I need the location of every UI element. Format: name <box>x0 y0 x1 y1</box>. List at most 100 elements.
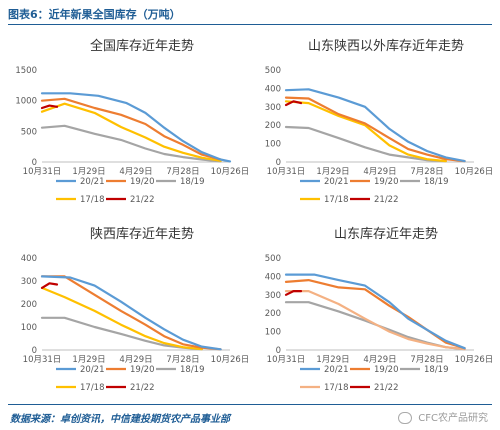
chart-outside-sd-sx-inventory: 山东陕西以外库存近年走势 0 100 200 300 400 500 10月31日 1月29日 4… <box>265 38 494 205</box>
chart-title: 山东陕西以外库存近年走势 <box>308 38 464 54</box>
x-tick-label: 7月28日 <box>410 355 443 365</box>
y-tick-label: 100 <box>21 323 37 333</box>
series-line-17-18 <box>40 286 203 351</box>
chart-panel-outside: 山东陕西以外库存近年走势 0 100 200 300 400 500 10月31日 1月29日 4… <box>252 26 494 231</box>
legend-label: 20/21 <box>324 365 349 375</box>
series-line-18-19 <box>284 125 447 163</box>
legend-label: 18/19 <box>424 177 449 187</box>
legend-label: 17/18 <box>80 383 105 393</box>
figure-header: 图表6：近年新果全国库存（万吨） <box>8 4 492 25</box>
chart-panel-shaanxi: 陕西库存近年走势 0 100 200 300 400 10月31日 1月29日 4月29日 7月2… <box>8 214 250 419</box>
x-tick-label: 10月26日 <box>211 355 250 365</box>
y-tick-label: 100 <box>265 140 281 150</box>
legend-label: 19/20 <box>374 365 399 375</box>
legend-label: 17/18 <box>324 383 349 393</box>
y-tick-label: 400 <box>21 254 37 264</box>
legend-label: 20/21 <box>80 365 105 375</box>
x-tick-label: 7月28日 <box>166 167 199 177</box>
y-tick-label: 200 <box>265 121 281 131</box>
series-line-21-22 <box>284 100 303 107</box>
series-line-20-21 <box>284 88 466 163</box>
chart-panel-national: 全国库存近年走势 0 500 1000 1500 10月31日 1月29日 4月29日 7月28… <box>8 26 250 231</box>
y-tick-label: 200 <box>21 300 37 310</box>
series-line-18-19 <box>40 124 222 163</box>
series-line-19-20 <box>40 97 222 161</box>
series-line-18-19 <box>40 316 203 351</box>
x-tick-label: 7月28日 <box>166 355 199 365</box>
y-tick-label: 100 <box>265 328 281 338</box>
x-tick-label: 4月29日 <box>119 167 152 177</box>
x-tick-label: 4月29日 <box>363 167 396 177</box>
y-tick-label: 0 <box>276 346 281 356</box>
legend-label: 21/22 <box>130 383 155 393</box>
y-tick-label: 500 <box>265 254 281 264</box>
chart-title: 全国库存近年走势 <box>90 38 194 54</box>
data-source: 数据来源：卓创资讯，中信建投期货农产品事业部 <box>10 414 230 425</box>
chart-title: 山东库存近年走势 <box>334 226 438 242</box>
y-tick-label: 500 <box>265 66 281 76</box>
x-tick-label: 10月31日 <box>267 355 306 365</box>
series-line-19-20 <box>40 275 222 351</box>
legend-label: 21/22 <box>374 383 399 393</box>
x-tick-label: 10月26日 <box>455 167 494 177</box>
y-tick-label: 300 <box>265 103 281 113</box>
series-line-20-21 <box>40 275 222 351</box>
x-tick-label: 10月31日 <box>267 167 306 177</box>
legend-label: 21/22 <box>130 195 155 205</box>
y-tick-label: 400 <box>265 84 281 94</box>
x-tick-label: 4月29日 <box>119 355 152 365</box>
x-tick-label: 10月31日 <box>23 167 62 177</box>
y-tick-label: 1500 <box>15 66 37 76</box>
chart-shaanxi-inventory: 陕西库存近年走势 0 100 200 300 400 10月31日 1月29日 4月29日 7月2… <box>21 226 250 393</box>
x-tick-label: 7月28日 <box>410 167 443 177</box>
series-line-17-18 <box>40 102 222 162</box>
y-tick-label: 300 <box>265 291 281 301</box>
x-tick-label: 10月31日 <box>23 355 62 365</box>
watermark-text: CFC农产品研究 <box>418 413 488 424</box>
chart-national-inventory: 全国库存近年走势 0 500 1000 1500 10月31日 1月29日 4月29日 7月28… <box>15 38 250 205</box>
y-tick-label: 400 <box>265 272 281 282</box>
y-tick-label: 0 <box>32 346 37 356</box>
legend-label: 18/19 <box>180 177 205 187</box>
series-line-21-22 <box>284 290 303 296</box>
series-line-21-22 <box>40 282 59 289</box>
y-tick-label: 300 <box>21 277 37 287</box>
legend-label: 19/20 <box>374 177 399 187</box>
legend-label: 18/19 <box>180 365 205 375</box>
wechat-icon <box>398 412 413 424</box>
legend-label: 17/18 <box>80 195 105 205</box>
figure-footer: 数据来源：卓创资讯，中信建投期货农产品事业部 CFC农产品研究 <box>8 404 492 429</box>
legend-label: 20/21 <box>324 177 349 187</box>
legend-label: 20/21 <box>80 177 105 187</box>
series-line-20-21 <box>40 92 232 163</box>
x-tick-label: 1月29日 <box>72 167 105 177</box>
x-tick-label: 10月26日 <box>211 167 250 177</box>
chart-title: 陕西库存近年走势 <box>90 226 194 242</box>
y-tick-label: 0 <box>276 158 281 168</box>
legend-label: 19/20 <box>130 177 155 187</box>
x-tick-label: 1月29日 <box>316 355 349 365</box>
series-line-21-22 <box>40 104 59 110</box>
series-line-19-20 <box>284 279 466 350</box>
series-line-17-18 <box>284 100 447 163</box>
chart-panel-shandong: 山东库存近年走势 0 100 200 300 400 500 10月31日 1月29日 4月29日… <box>252 214 494 419</box>
series-line-19-20 <box>284 96 466 163</box>
x-tick-label: 10月26日 <box>455 355 494 365</box>
legend-label: 18/19 <box>424 365 449 375</box>
series-line-17-18 <box>284 290 466 351</box>
x-tick-label: 1月29日 <box>316 167 349 177</box>
watermark: CFC农产品研究 <box>398 409 488 424</box>
x-tick-label: 1月29日 <box>72 355 105 365</box>
x-tick-label: 4月29日 <box>363 355 396 365</box>
chart-shandong-inventory: 山东库存近年走势 0 100 200 300 400 500 10月31日 1月29日 4月29日… <box>265 226 494 393</box>
y-tick-label: 1000 <box>15 97 37 107</box>
series-line-18-19 <box>284 301 466 351</box>
figure-title: 图表6：近年新果全国库存（万吨） <box>8 8 181 21</box>
series-line-20-21 <box>284 273 466 350</box>
legend-label: 21/22 <box>374 195 399 205</box>
legend-label: 17/18 <box>324 195 349 205</box>
y-tick-label: 500 <box>21 127 37 137</box>
legend-label: 19/20 <box>130 365 155 375</box>
y-tick-label: 200 <box>265 309 281 319</box>
y-tick-label: 0 <box>32 158 37 168</box>
